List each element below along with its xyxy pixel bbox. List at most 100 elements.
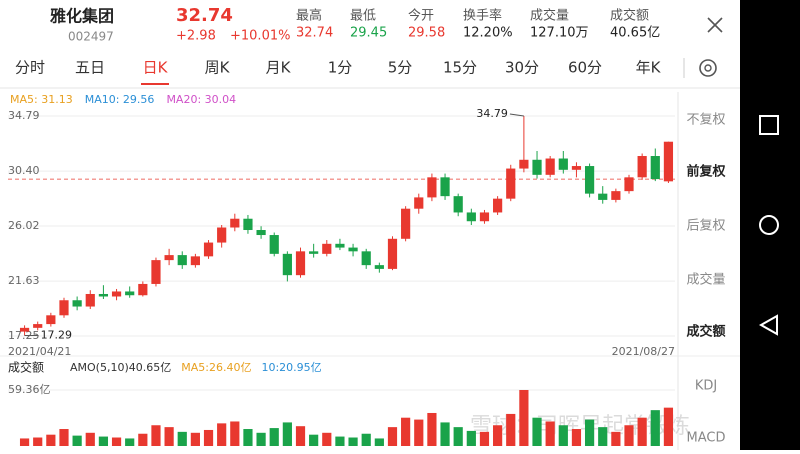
stock-name: 雅化集团: [49, 7, 114, 26]
candle-body: [164, 255, 174, 261]
candle-body: [361, 251, 371, 266]
ma-legend: MA10: 29.56: [85, 93, 155, 106]
y-tick-label: 17.25: [8, 329, 40, 342]
candle-body: [611, 191, 621, 200]
annotation-line: [509, 113, 524, 117]
candle-body: [125, 291, 135, 296]
side-option[interactable]: 后复权: [686, 218, 725, 234]
stat-value: 29.45: [350, 26, 387, 41]
candle-body: [650, 156, 660, 180]
tab[interactable]: 5分: [388, 59, 413, 77]
x-tick-label: 2021/04/21: [8, 345, 71, 358]
candle-body: [33, 324, 43, 328]
candle-body: [519, 159, 529, 169]
volume-bar: [164, 427, 174, 446]
back-button[interactable]: [758, 314, 778, 336]
candle-body: [387, 238, 398, 269]
close-button[interactable]: [707, 17, 723, 33]
volume-bar: [361, 433, 371, 446]
tab[interactable]: 月K: [266, 59, 292, 77]
tab[interactable]: 周K: [205, 59, 231, 77]
volume-bar: [217, 423, 227, 446]
volume-bar: [282, 422, 292, 446]
volume-bar: [401, 417, 411, 446]
candle-body: [374, 265, 384, 269]
volume-bar: [151, 425, 161, 446]
stat-value: 32.74: [296, 26, 333, 41]
candle-body: [46, 315, 56, 325]
candle-body: [282, 253, 292, 276]
volume-bar: [611, 431, 621, 446]
y-tick-label: 30.40: [8, 164, 40, 177]
candle-body: [230, 218, 240, 228]
volume-bar: [98, 436, 109, 446]
candle-body: [506, 168, 516, 199]
candle-body: [269, 235, 279, 254]
tab[interactable]: 30分: [505, 59, 539, 77]
volume-bar: [440, 422, 450, 446]
tab[interactable]: 日K: [143, 59, 169, 77]
x-tick-label: 2021/08/27: [612, 345, 675, 358]
tab[interactable]: 15分: [443, 59, 477, 77]
volume-bar: [506, 413, 516, 446]
volume-bar: [125, 438, 135, 446]
candle-body: [72, 300, 82, 307]
volume-bar: [532, 417, 542, 446]
volume-bar: [453, 427, 463, 446]
stat-label: 最低: [350, 9, 376, 24]
volume-bar: [322, 432, 332, 446]
volume-bar: [558, 425, 568, 446]
recent-button[interactable]: [759, 115, 779, 135]
volume-bar: [269, 428, 279, 446]
volume-legend: 10:20.95亿: [261, 361, 321, 374]
home-button[interactable]: [759, 215, 779, 235]
side-option[interactable]: 成交额: [686, 324, 725, 340]
candle-body: [440, 177, 450, 197]
tab[interactable]: 分时: [15, 59, 45, 77]
side-option[interactable]: KDJ: [695, 379, 717, 394]
price: 32.74: [176, 5, 233, 26]
annotation: 17.29: [41, 328, 73, 341]
candle-body: [453, 196, 463, 213]
side-option[interactable]: 不复权: [686, 112, 725, 128]
tab[interactable]: 1分: [328, 59, 353, 77]
volume-bar: [243, 429, 253, 446]
settings-icon[interactable]: [699, 59, 717, 77]
candle-body: [624, 177, 634, 192]
side-option[interactable]: 成交量: [686, 272, 725, 288]
candle-body: [545, 158, 555, 175]
ma-legend: MA5: 31.13: [10, 93, 73, 106]
y-tick-label: 34.79: [8, 109, 40, 122]
tab[interactable]: 年K: [636, 59, 662, 77]
side-option[interactable]: 前复权: [686, 164, 726, 180]
candle-body: [151, 260, 161, 284]
candle-body: [532, 159, 542, 175]
candle-body: [414, 197, 424, 209]
tab[interactable]: 五日: [75, 59, 105, 77]
volume-bar: [348, 437, 358, 446]
candle-body: [637, 156, 647, 178]
candle-body: [571, 166, 582, 170]
candle-body: [558, 158, 568, 170]
tab[interactable]: 60分: [568, 59, 602, 77]
stat-label: 换手率: [463, 8, 502, 24]
volume-bar: [295, 426, 306, 446]
volume-bar: [203, 429, 214, 446]
volume-bar: [387, 427, 398, 446]
volume-legend: MA5:26.40亿: [181, 361, 251, 374]
volume-bar: [19, 438, 30, 446]
volume-bar: [138, 433, 148, 446]
volume-bar: [374, 438, 384, 446]
stat-label: 成交额: [610, 8, 649, 24]
candle-body: [243, 218, 253, 231]
volume-bar: [111, 437, 122, 446]
candle-body: [19, 327, 30, 332]
candle-body: [217, 227, 227, 243]
change-pct: +10.01%: [230, 29, 290, 44]
candle-body: [584, 166, 595, 194]
side-option[interactable]: MACD: [687, 431, 726, 446]
volume-bar: [479, 431, 490, 446]
volume-bar: [72, 435, 82, 446]
volume-bar: [519, 390, 529, 446]
